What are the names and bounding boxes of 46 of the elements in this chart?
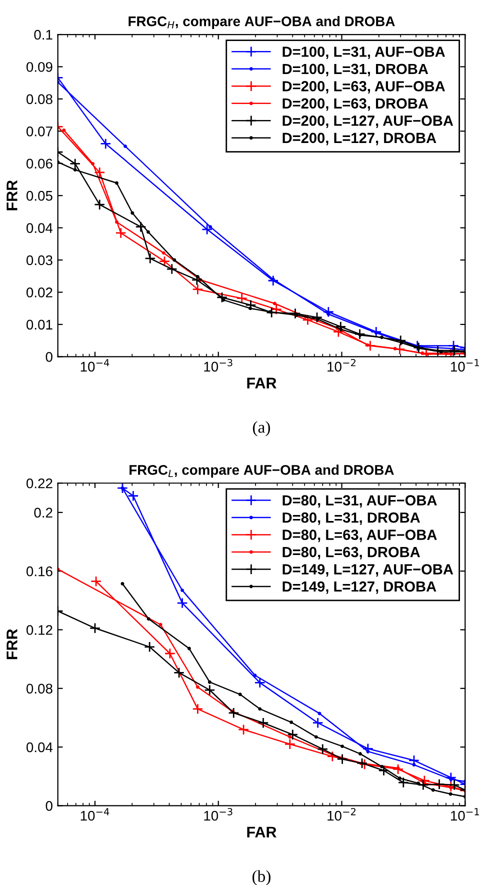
chart-title: FRGC$_{H}$, compare AUF−OBA and DROBA: [128, 16, 395, 29]
x-tick-label: 10$^{−1}$: [450, 808, 479, 821]
legend-label: D=200, L=63, AUF−OBA: [282, 81, 445, 94]
y-tick-label: 0: [46, 352, 52, 362]
y-tick-label: 0.1: [34, 30, 52, 40]
y-tick-label: 0.03: [26, 255, 52, 266]
legend-label: D=149, L=127, DROBA: [282, 581, 436, 594]
legend-label: D=80, L=31, AUF−OBA: [282, 495, 437, 508]
legend-label: D=149, L=127, AUF−OBA: [282, 564, 454, 577]
y-tick-label: 0.08: [26, 94, 52, 104]
y-axis-title: FRR: [6, 180, 18, 210]
x-tick-label: 10$^{−3}$: [204, 808, 232, 821]
y-tick-label: 0.08: [26, 684, 52, 694]
legend-label: D=200, L=63, DROBA: [282, 98, 428, 111]
text: (a): [252, 421, 270, 436]
y-axis-title: FRR: [6, 629, 18, 660]
y-tick-label: 0.04: [26, 742, 53, 752]
x-tick-label: 10$^{−4}$: [80, 359, 110, 372]
y-tick-label: 0.22: [26, 478, 52, 488]
x-axis-title: FAR: [247, 826, 276, 838]
y-tick-label: 0.01: [26, 320, 52, 330]
chart-title: FRGC$_{L}$, compare AUF−OBA and DROBA: [130, 464, 394, 478]
y-tick-label: 0.16: [26, 566, 52, 576]
x-tick-label: 10$^{−3}$: [204, 358, 232, 372]
text: (b): [252, 870, 270, 885]
legend-label: D=200, L=127, DROBA: [282, 132, 436, 146]
legend-label: D=80, L=63, DROBA: [282, 546, 420, 560]
legend-label: D=200, L=127, AUF−OBA: [282, 116, 454, 128]
y-tick-label: 0.04: [26, 223, 53, 233]
x-tick-label: 10$^{−2}$: [328, 808, 356, 821]
y-tick-label: 0.02: [26, 288, 52, 298]
legend-label: D=100, L=31, AUF−OBA: [282, 46, 445, 60]
legend-label: D=80, L=63, AUF−OBA: [282, 530, 437, 542]
y-tick-label: 0.2: [34, 508, 52, 518]
y-tick-label: 0: [46, 801, 52, 811]
x-tick-label: 10$^{−1}$: [450, 359, 479, 372]
y-tick-label: 0.07: [26, 126, 52, 136]
legend-label: D=100, L=31, DROBA: [282, 64, 428, 76]
y-tick-label: 0.09: [26, 62, 52, 72]
y-tick-label: 0.05: [26, 190, 52, 201]
x-axis-title: FAR: [247, 378, 276, 388]
x-tick-label: 10$^{−4}$: [80, 808, 110, 821]
y-tick-label: 0.12: [26, 625, 52, 635]
y-tick-label: 0.06: [26, 158, 52, 169]
x-tick-label: 10$^{−2}$: [328, 358, 356, 372]
legend-label: D=80, L=31, DROBA: [282, 512, 420, 525]
